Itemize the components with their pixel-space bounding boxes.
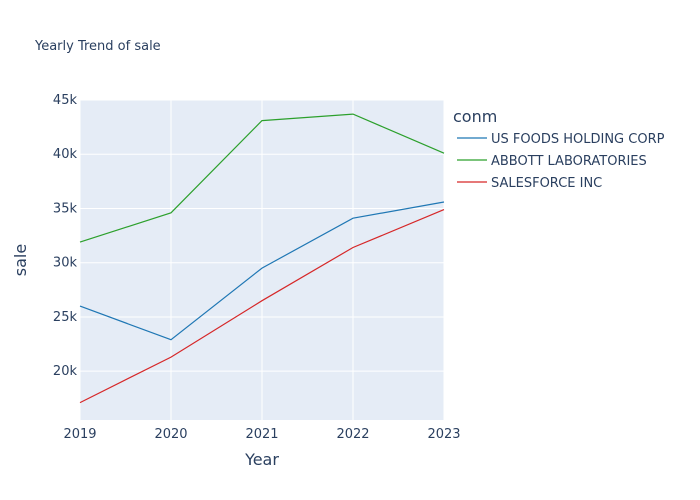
y-tick-label: 45k	[53, 93, 78, 108]
x-axis-ticks: 2019 2020 2021 2022 2023	[63, 427, 460, 442]
series-line-2	[79, 209, 445, 404]
y-axis-title: sale	[11, 244, 30, 276]
x-tick-label: 2020	[154, 427, 187, 442]
y-tick-label: 20k	[53, 364, 78, 379]
series-line-0	[79, 201, 445, 341]
y-tick-label: 30k	[53, 256, 78, 271]
series-lines	[79, 113, 445, 404]
x-axis-title: Year	[244, 450, 279, 469]
legend-item-label: US FOODS HOLDING CORP	[491, 132, 665, 147]
y-tick-label: 25k	[53, 310, 78, 325]
chart-title: Yearly Trend of sale	[34, 39, 161, 54]
x-tick-label: 2019	[63, 427, 96, 442]
y-tick-label: 40k	[53, 147, 78, 162]
x-tick-label: 2023	[427, 427, 460, 442]
legend: conm US FOODS HOLDING CORP ABBOTT LABORAT…	[453, 107, 665, 191]
y-axis-ticks: 20k 25k 30k 35k 40k 45k	[53, 93, 78, 379]
x-tick-label: 2021	[245, 427, 278, 442]
legend-title: conm	[453, 107, 497, 126]
legend-item-label: SALESFORCE INC	[491, 176, 602, 191]
series-line-1	[79, 113, 445, 243]
legend-item-label: ABBOTT LABORATORIES	[491, 154, 647, 169]
x-tick-label: 2022	[336, 427, 369, 442]
gridlines	[79, 99, 445, 420]
y-tick-label: 35k	[53, 201, 78, 216]
